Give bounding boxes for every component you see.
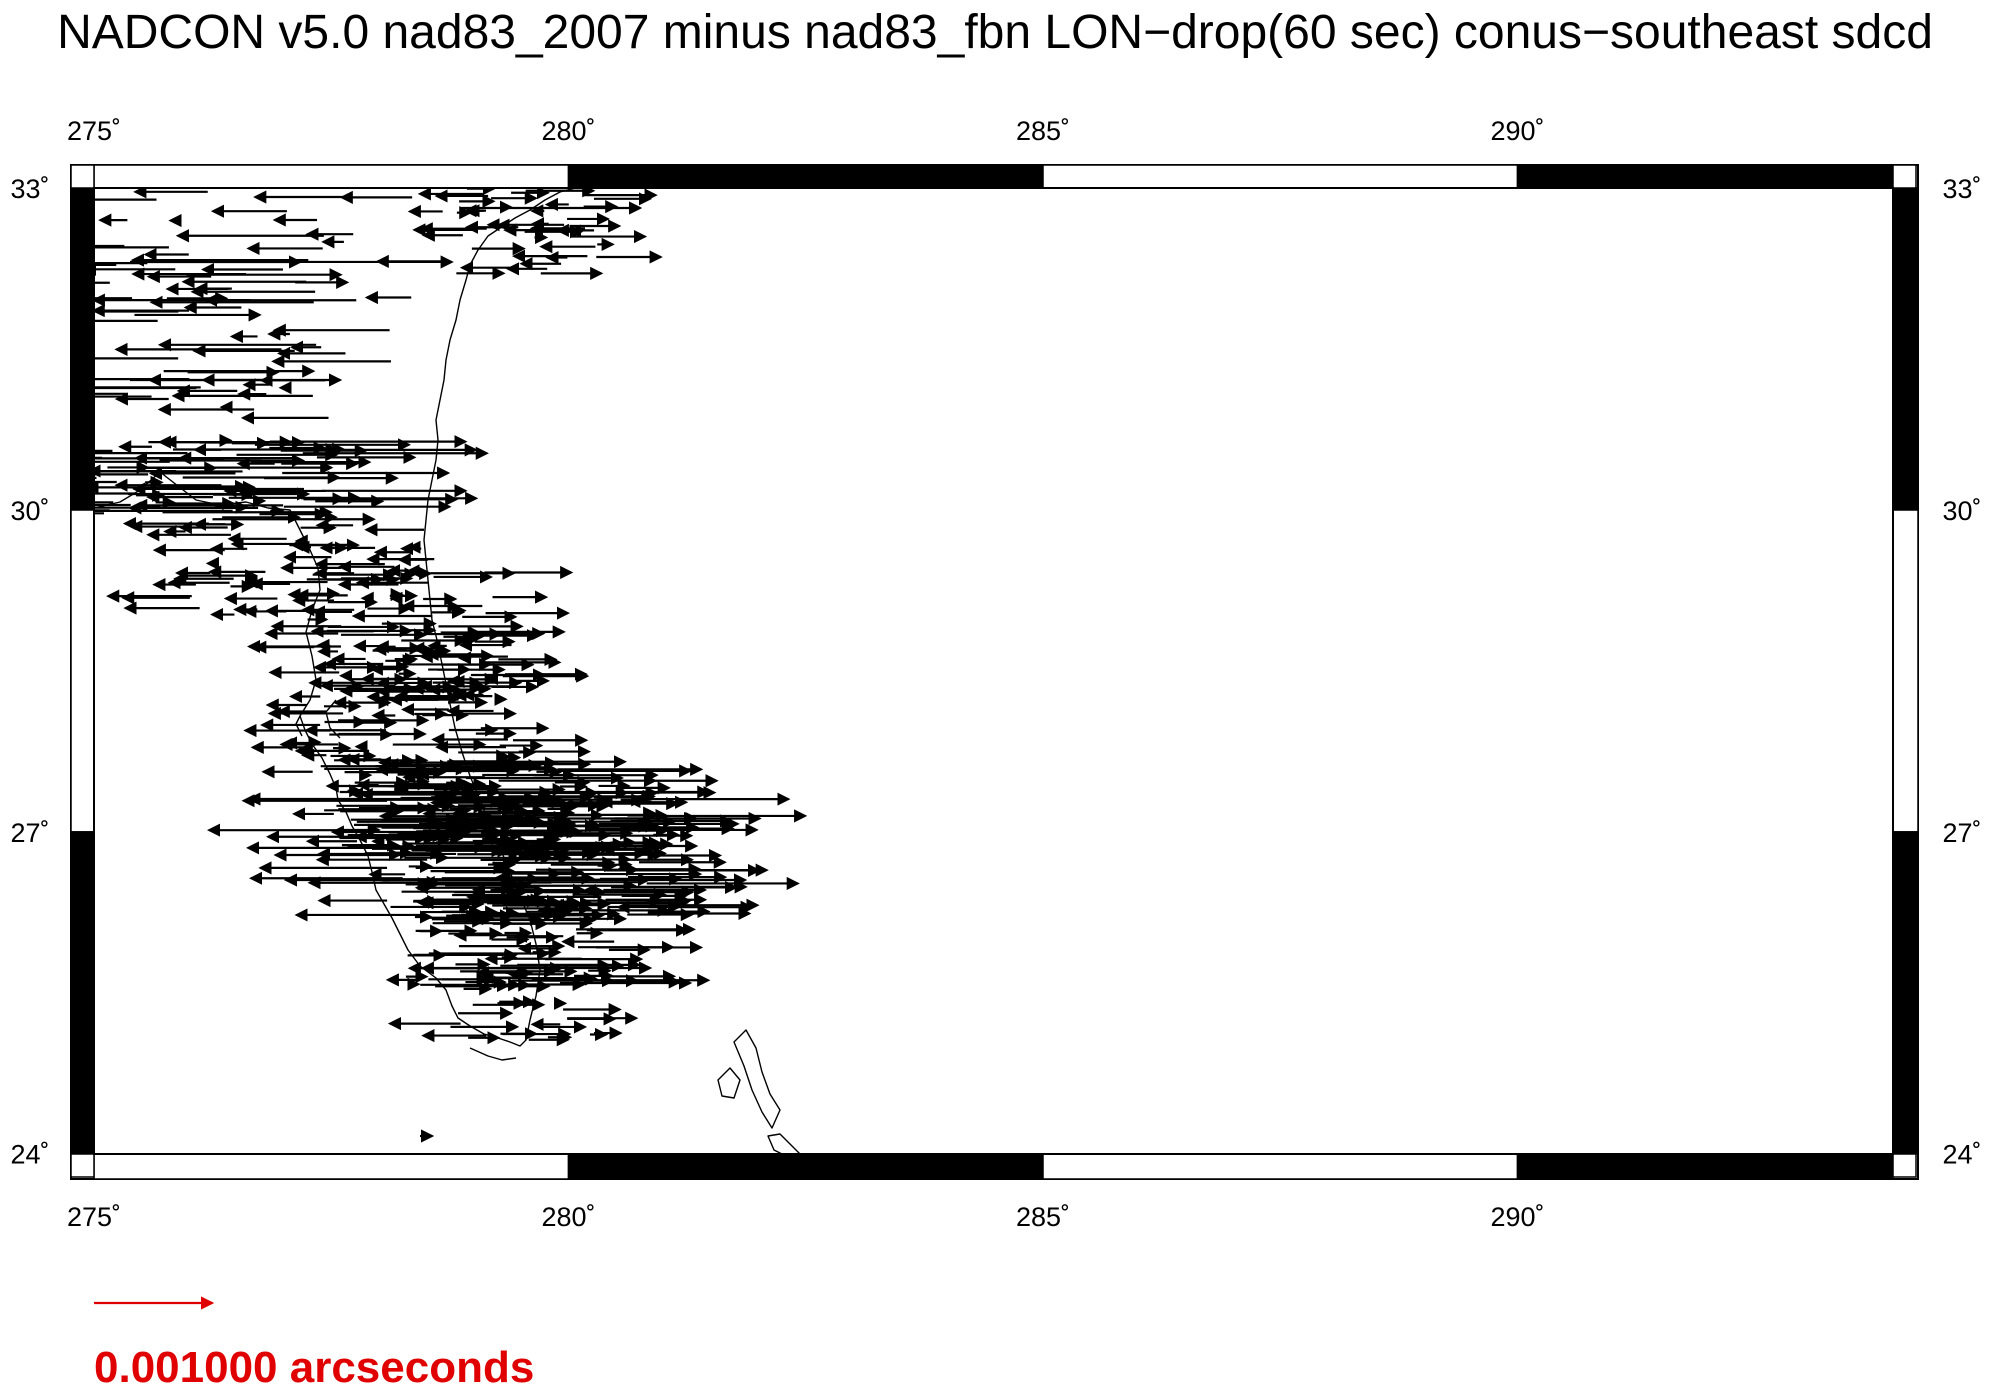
frame-corner	[1892, 1153, 1917, 1178]
island-bahamas-1	[717, 1067, 741, 1099]
frame-bar-left	[70, 831, 95, 1155]
frame-bar-top	[1516, 164, 1894, 189]
y-tick-label-right: 24˚	[1942, 1140, 1981, 1170]
tick-labels: 275˚ 275˚ 280˚ 280˚ 285˚ 285˚ 290˚ 290˚ 33˚ 33˚ 30…	[10, 116, 1981, 1232]
frame-bar-top	[93, 164, 570, 189]
x-tick-label-top: 285˚	[1016, 116, 1070, 146]
y-tick-label-right: 30˚	[1942, 496, 1981, 526]
frame-bar-top	[1042, 164, 1519, 189]
x-tick-label-bottom: 285˚	[1016, 1202, 1070, 1232]
y-tick-label-left: 33˚	[10, 174, 49, 204]
frame-corner	[1892, 164, 1917, 189]
frame-bar-bottom	[1516, 1153, 1894, 1180]
x-tick-label-top: 280˚	[541, 116, 595, 146]
coastline-mainland	[94, 188, 576, 1047]
plot-area	[93, 187, 1894, 1155]
scale-legend: 0.001000 arcseconds	[94, 1296, 534, 1385]
island-bahamas-3	[767, 1133, 801, 1154]
y-tick-label-right: 33˚	[1942, 174, 1981, 204]
frame-bar-right	[1892, 509, 1919, 833]
frame-bar-bottom	[93, 1153, 570, 1180]
x-tick-label-top: 275˚	[67, 116, 121, 146]
frame-bar-left	[70, 509, 95, 833]
map-frame	[70, 164, 1919, 1180]
frame-bar-bottom	[567, 1153, 1044, 1180]
scale-label: 0.001000 arcseconds	[94, 1343, 534, 1385]
x-tick-label-bottom: 275˚	[67, 1202, 121, 1232]
displacement-vectors	[94, 188, 808, 1143]
coastline	[94, 188, 801, 1154]
frame-corner	[70, 1153, 95, 1178]
x-tick-label-bottom: 280˚	[541, 1202, 595, 1232]
frame-bar-right	[1892, 831, 1919, 1155]
map-title: NADCON v5.0 nad83_2007 minus nad83_fbn L…	[57, 6, 1933, 59]
island-bahamas-2	[733, 1029, 781, 1129]
y-tick-label-left: 30˚	[10, 496, 49, 526]
coastline-keys	[469, 1047, 517, 1061]
frame-bar-bottom	[1042, 1153, 1519, 1180]
x-tick-label-top: 290˚	[1490, 116, 1544, 146]
x-tick-label-bottom: 290˚	[1490, 1202, 1544, 1232]
frame-bar-top	[567, 164, 1044, 189]
frame-bar-left	[70, 187, 95, 511]
frame-corner	[70, 164, 95, 189]
y-tick-label-left: 27˚	[10, 818, 49, 848]
y-tick-label-right: 27˚	[1942, 818, 1981, 848]
y-tick-label-left: 24˚	[10, 1140, 49, 1170]
frame-bar-right	[1892, 187, 1919, 511]
frame-outer	[70, 164, 1919, 1180]
